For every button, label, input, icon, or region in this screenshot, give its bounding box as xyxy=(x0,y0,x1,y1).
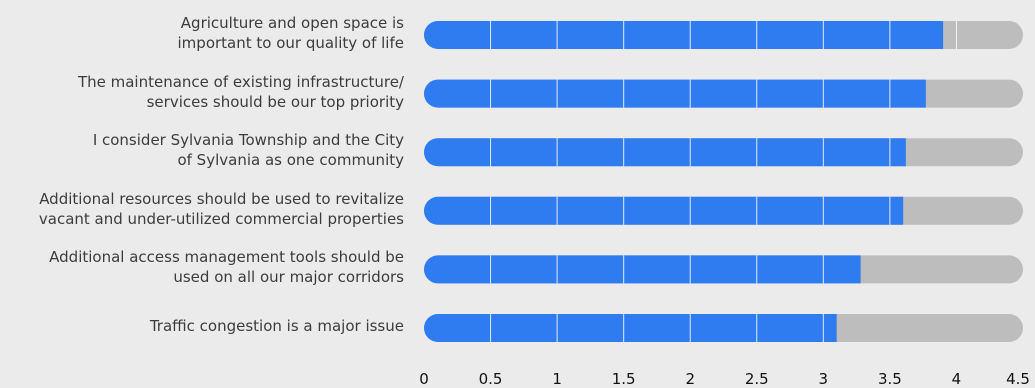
bar xyxy=(424,21,944,49)
category-label-line: Agriculture and open space is xyxy=(180,14,404,32)
bar-row xyxy=(424,314,1023,342)
x-tick-label: 2 xyxy=(685,370,695,388)
category-label-line: Additional access management tools shoul… xyxy=(49,248,404,267)
category-label-line: of Sylvania as one community xyxy=(177,151,404,170)
x-tick-label: 1.5 xyxy=(611,370,636,388)
bar xyxy=(424,79,926,108)
category-label-line: Traffic congestion is a major issue xyxy=(149,317,404,335)
category-label-line: Additional resources should be used to r… xyxy=(39,189,404,208)
x-tick-label: 0.5 xyxy=(478,370,503,388)
category-label: I consider Sylvania Township and the Cit… xyxy=(0,130,404,170)
category-label: Additional access management tools shoul… xyxy=(0,247,404,287)
x-tick-label: 3 xyxy=(818,370,829,388)
category-label-line: I consider Sylvania Township and the Cit… xyxy=(92,131,404,150)
x-tick-label: 2.5 xyxy=(744,370,769,388)
x-tick-label: 4.5 xyxy=(1006,370,1030,388)
x-tick-label: 4 xyxy=(951,370,962,388)
bar xyxy=(424,314,837,342)
category-label-line: The maintenance of existing infrastructu… xyxy=(77,72,404,91)
bar-row xyxy=(424,138,1024,167)
bar-row xyxy=(424,79,1024,108)
category-label: Agriculture and open space is important t… xyxy=(0,13,404,53)
bar-row xyxy=(424,196,1024,225)
category-label: Traffic congestion is a major issue xyxy=(0,316,404,336)
x-tick-label: 3.5 xyxy=(877,370,902,388)
x-tick-label: 1 xyxy=(552,370,562,388)
bar xyxy=(424,138,906,167)
category-label-line: important to our quality of life xyxy=(177,34,404,52)
x-tick-label: 0 xyxy=(419,370,429,388)
category-label: The maintenance of existing infrastructu… xyxy=(0,72,404,112)
bar xyxy=(424,255,861,284)
bar-row xyxy=(424,21,1023,49)
category-label-line: used on all our major corridors xyxy=(173,268,404,287)
bar xyxy=(424,196,904,225)
category-label-line: services should be our top priority xyxy=(146,92,404,111)
bar-row xyxy=(424,255,1024,284)
category-label: Additional resources should be used to r… xyxy=(0,189,404,229)
category-label-line: vacant and under-utilized commercial pro… xyxy=(38,209,404,228)
